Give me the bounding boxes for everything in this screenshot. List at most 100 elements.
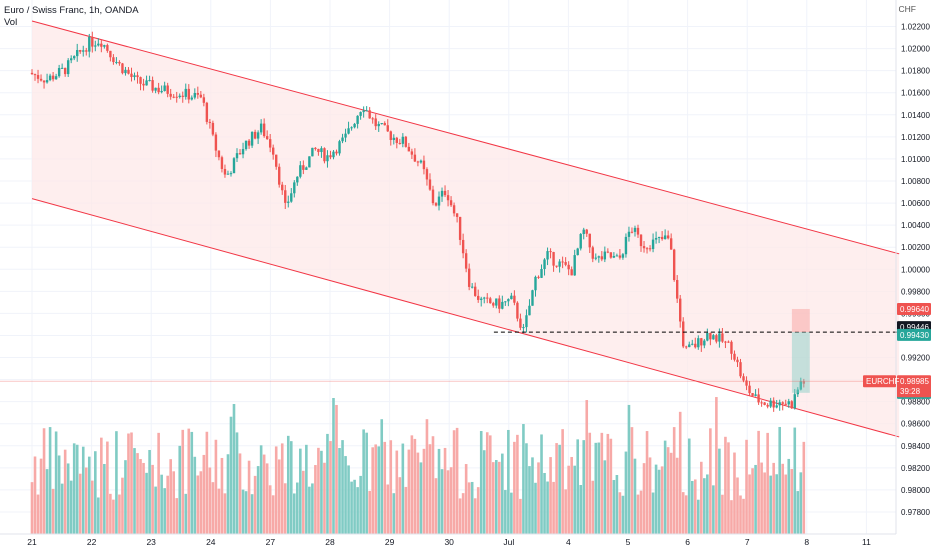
candle-body (103, 45, 106, 47)
volume-bar (772, 462, 775, 534)
candle-body (555, 265, 558, 267)
symbol-tag: EURCHF (866, 377, 899, 386)
volume-bar (142, 462, 145, 534)
y-tick-label: 1.02200 (901, 23, 930, 32)
candle-body (682, 321, 685, 347)
candle-body (317, 148, 320, 153)
candle-body (446, 195, 450, 201)
candle-body (440, 190, 444, 197)
candle-body (256, 132, 260, 139)
candle-body (247, 140, 251, 146)
candle-body (633, 227, 637, 232)
volume-bar (757, 430, 760, 534)
volume-bar (45, 469, 49, 534)
candle-body (199, 94, 203, 98)
candle-body (169, 93, 172, 97)
volume-bar (78, 473, 82, 534)
candle-body (588, 233, 591, 248)
volume-bar (338, 447, 341, 534)
volume-bar (48, 427, 52, 534)
candle-body (244, 140, 248, 150)
candle-body (353, 123, 356, 128)
candle-body (452, 205, 456, 214)
volume-bar (181, 429, 185, 534)
volume-bar (507, 429, 510, 534)
volume-bar (211, 482, 215, 534)
candle-body (54, 76, 58, 80)
volume-bar (733, 452, 736, 534)
candle-body (567, 264, 570, 270)
volume-bar (552, 481, 555, 534)
candle-body (428, 179, 432, 190)
volume-bar (127, 433, 130, 534)
volume-bar (681, 492, 685, 534)
volume-bar (51, 488, 55, 534)
volume-bar (513, 441, 516, 534)
candle-body (552, 252, 555, 266)
candle-body (600, 256, 604, 260)
candle-body (238, 153, 242, 155)
volume-bar (374, 444, 378, 534)
symbol-tag-bg (863, 375, 896, 388)
volume-bar (666, 447, 670, 534)
candle-body (721, 333, 724, 342)
volume-bar (253, 475, 257, 534)
candle-body (214, 134, 218, 151)
candle-body (278, 166, 281, 185)
candle-body (265, 136, 269, 140)
volume-bar (81, 446, 85, 534)
x-tick-label: 21 (27, 537, 37, 547)
candle-body (57, 68, 61, 77)
candle-body (573, 255, 576, 276)
candle-body (335, 151, 338, 154)
candle-body (305, 167, 308, 170)
candle-body (434, 203, 438, 206)
volume-bar (437, 448, 441, 534)
candle-body (133, 75, 136, 78)
candle-body (217, 150, 221, 158)
volume-bar (57, 455, 61, 534)
volume-bar (739, 495, 742, 534)
volume-bar (742, 498, 745, 534)
volume-bar (314, 465, 317, 534)
candle-body (645, 248, 649, 250)
candle-body (33, 74, 37, 76)
candle-body (392, 137, 395, 141)
candle-body (341, 137, 344, 142)
volume-bar (464, 464, 468, 534)
volume-bar (205, 431, 209, 534)
candle-body (546, 251, 549, 260)
candle-body (483, 297, 486, 299)
volume-bar (407, 449, 411, 534)
volume-bar (522, 424, 525, 534)
x-tick-label: 27 (266, 537, 276, 547)
volume-bar (217, 488, 221, 534)
volume-bar (413, 438, 417, 534)
volume-bar (491, 462, 495, 534)
candle-body (473, 286, 477, 296)
candle-body (398, 142, 402, 144)
candle-body (486, 297, 489, 299)
volume-bar (751, 468, 754, 534)
volume-bar (802, 441, 806, 534)
volume-bar (277, 459, 281, 534)
volume-bar (208, 467, 212, 534)
candle-body (163, 85, 166, 91)
candle-body (232, 158, 236, 174)
candle-body (383, 123, 386, 126)
candle-body (365, 110, 368, 112)
candle-body (769, 400, 772, 407)
candle-body (311, 147, 314, 157)
candle-body (648, 248, 652, 250)
candle-body (582, 229, 585, 235)
candle-body (178, 95, 181, 98)
volume-bar (380, 419, 384, 534)
volume-bar (229, 416, 233, 534)
candle-body (413, 154, 417, 162)
candle-body (654, 237, 658, 240)
candle-body (751, 393, 754, 396)
candle-body (534, 276, 537, 291)
volume-bar (124, 460, 127, 534)
